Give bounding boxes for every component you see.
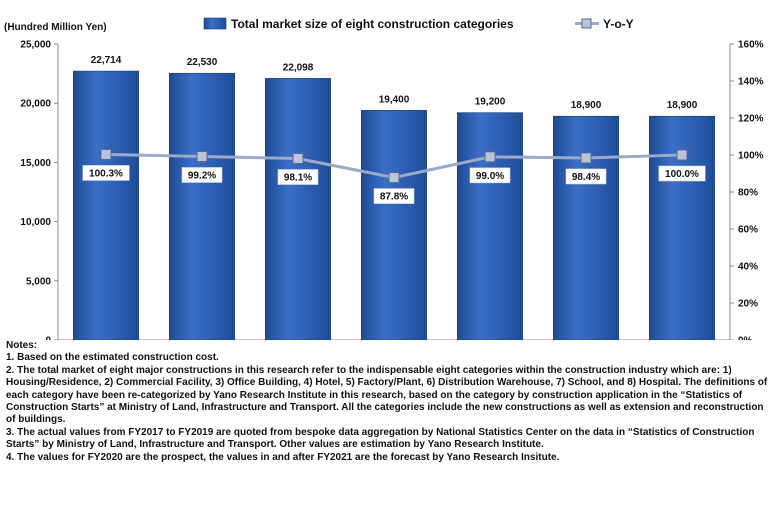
chart: (Hundred Million Yen) Total market size … <box>4 17 764 341</box>
bar-value-label: 19,400 <box>379 94 410 105</box>
yoy-marker <box>580 152 592 164</box>
yoy-value-label: 99.2% <box>188 170 216 181</box>
legend-line-marker <box>581 18 592 29</box>
y-axis-unit-label: (Hundred Million Yen) <box>4 22 107 33</box>
right-tick-label: 0% <box>738 336 753 341</box>
note-item: 4. The values for FY2020 are the prospec… <box>6 451 560 463</box>
yoy-marker <box>196 150 208 162</box>
bar <box>169 72 235 340</box>
right-tick-label: 20% <box>738 299 758 310</box>
note-item: 3. The actual values from FY2017 to FY20… <box>6 426 755 451</box>
right-tick-label: 160% <box>738 40 764 51</box>
yoy-label-box <box>373 188 415 204</box>
yoy-value-label: 98.4% <box>572 172 600 183</box>
bar <box>457 112 523 340</box>
left-tick-label: 15,000 <box>20 158 51 169</box>
yoy-line <box>100 148 688 184</box>
bar <box>649 115 715 340</box>
right-tick-label: 60% <box>738 225 758 236</box>
left-tick-label: 5,000 <box>26 276 51 287</box>
legend: Total market size of eight construction … <box>203 17 634 31</box>
bar-value-label: 19,200 <box>475 97 506 108</box>
bar-value-label: 18,900 <box>571 100 602 111</box>
yoy-value-label: 98.1% <box>284 173 312 184</box>
yoy-marker <box>676 149 688 161</box>
yoy-marker <box>388 172 400 184</box>
right-tick-label: 40% <box>738 262 758 273</box>
left-tick-label: 0 <box>45 336 51 341</box>
yoy-value-label: 100.0% <box>665 169 699 180</box>
yoy-label-box <box>181 167 223 183</box>
data-labels: 22,714 22,530 22,098 19,400 19,200 18,900 18,9… <box>82 55 706 204</box>
yoy-label-box <box>82 165 130 181</box>
legend-line-label: Y-o-Y <box>603 17 634 31</box>
legend-bar-swatch <box>203 17 227 30</box>
note-item: 2. The total market of eight major const… <box>6 364 768 426</box>
right-tick-label: 140% <box>738 77 764 88</box>
yoy-marker <box>292 153 304 165</box>
bar-value-label: 22,098 <box>283 62 314 73</box>
axes: 0 5,000 10,000 15,000 20,000 25,000 0% 20% 40% 60… <box>20 40 764 341</box>
left-tick-label: 20,000 <box>20 99 51 110</box>
yoy-label-box <box>469 167 511 184</box>
notes: Notes: 1. Based on the estimated constru… <box>6 340 770 464</box>
bar-value-label: 18,900 <box>667 100 698 111</box>
bar-value-label: 22,714 <box>91 55 122 66</box>
yoy-marker <box>484 151 496 163</box>
left-tick-label: 25,000 <box>20 40 51 51</box>
bar <box>361 110 427 340</box>
legend-bar-label: Total market size of eight construction … <box>231 17 514 31</box>
right-tick-label: 100% <box>738 151 764 162</box>
bar <box>553 115 619 340</box>
notes-heading: Notes: <box>6 340 38 351</box>
right-tick-label: 80% <box>738 188 758 199</box>
yoy-marker <box>100 148 112 160</box>
left-tick-label: 10,000 <box>20 217 51 228</box>
yoy-value-label: 87.8% <box>380 192 408 203</box>
right-tick-label: 120% <box>738 114 764 125</box>
note-item: 1. Based on the estimated construction c… <box>6 352 219 364</box>
bars <box>73 70 715 340</box>
bar <box>265 78 331 340</box>
bar <box>73 70 139 340</box>
yoy-value-label: 100.3% <box>89 168 123 179</box>
yoy-label-box <box>277 169 319 185</box>
yoy-value-label: 99.0% <box>476 171 504 182</box>
yoy-label-box <box>565 168 607 185</box>
bar-value-label: 22,530 <box>187 57 218 68</box>
yoy-label-box <box>658 165 706 182</box>
